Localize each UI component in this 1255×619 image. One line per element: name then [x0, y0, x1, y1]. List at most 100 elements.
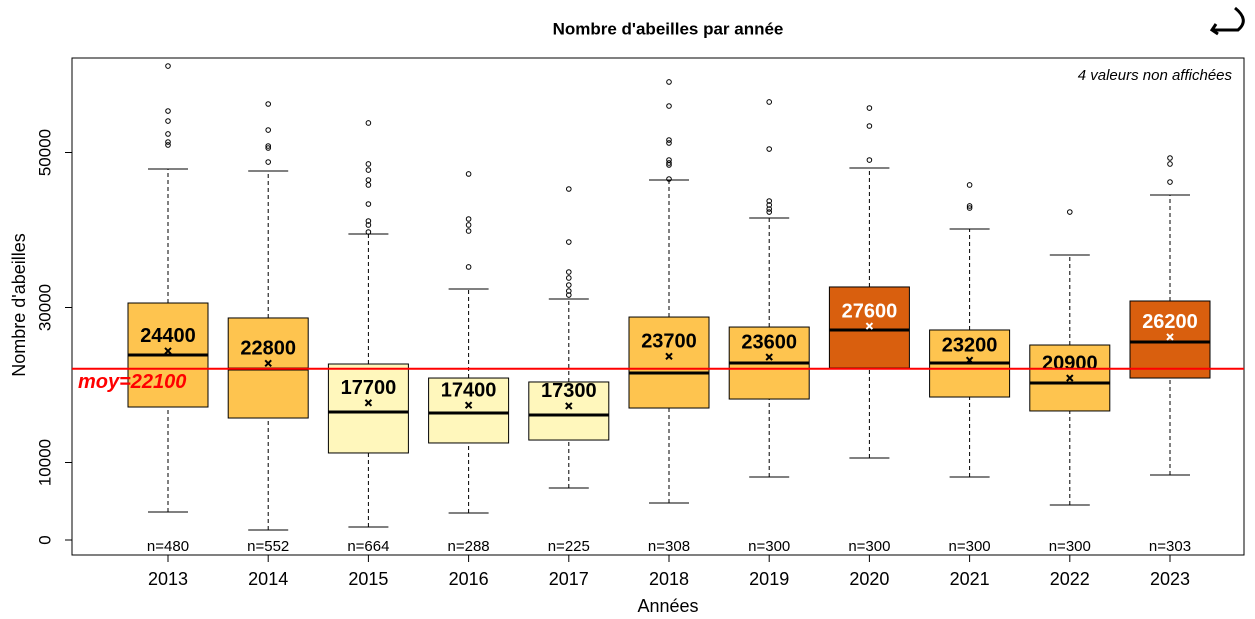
x-tick-label: 2015	[348, 569, 388, 589]
outlier	[165, 131, 171, 137]
outlier	[766, 209, 773, 215]
mean-line-label: moy=22100	[78, 371, 186, 393]
x-tick-label: 2023	[1150, 569, 1190, 589]
n-label: n=303	[1149, 538, 1191, 555]
outlier	[265, 159, 272, 165]
y-tick-label: 30000	[35, 284, 54, 331]
n-label: n=225	[548, 538, 590, 555]
mean-label: 23200	[942, 334, 998, 356]
outlier	[766, 202, 773, 208]
mean-marker	[965, 356, 974, 364]
x-tick-label: 2020	[849, 569, 889, 589]
mean-marker	[464, 401, 473, 409]
x-tick-label: 2022	[1050, 569, 1090, 589]
outlier	[666, 160, 672, 166]
mean-label: 20900	[1042, 352, 1098, 374]
n-label: n=300	[949, 538, 991, 555]
outlier	[866, 157, 873, 163]
outlier	[1167, 161, 1173, 167]
x-tick-label: 2014	[248, 569, 288, 589]
chart-title: Nombre d'abeilles par année	[553, 19, 784, 38]
x-tick-label: 2019	[749, 569, 789, 589]
box	[327, 363, 409, 454]
n-label: n=664	[347, 538, 389, 555]
outlier	[165, 108, 171, 114]
mean-marker	[1066, 374, 1074, 382]
mean-marker	[765, 353, 773, 361]
outlier	[766, 146, 773, 152]
y-tick-label: 0	[35, 535, 54, 544]
x-tick-label: 2013	[148, 569, 188, 589]
n-label: n=288	[448, 538, 490, 555]
outlier	[365, 182, 372, 188]
mean-label: 23600	[741, 331, 797, 353]
mean-marker	[1166, 333, 1174, 341]
outlier	[365, 222, 372, 228]
outlier	[265, 101, 272, 107]
outlier	[365, 177, 372, 183]
x-tick-label: 2017	[549, 569, 589, 589]
mean-label: 24400	[140, 325, 196, 347]
outlier	[265, 127, 272, 133]
refresh-icon[interactable]	[1209, 6, 1245, 36]
outlier	[666, 103, 672, 109]
outlier	[666, 137, 672, 143]
y-axis-title: Nombre d'abeilles	[9, 233, 29, 377]
outlier	[465, 228, 472, 234]
y-tick-label: 50000	[35, 129, 54, 176]
outlier	[566, 282, 572, 288]
mean-marker	[364, 399, 373, 407]
mean-label: 22800	[240, 338, 296, 360]
mean-label: 17400	[441, 379, 497, 401]
x-tick-label: 2016	[449, 569, 489, 589]
n-label: n=300	[848, 538, 890, 555]
y-tick-label: 10000	[35, 439, 54, 486]
outlier	[666, 79, 672, 85]
outlier	[265, 143, 272, 149]
outlier	[365, 167, 372, 173]
x-tick-label: 2021	[950, 569, 990, 589]
box	[628, 316, 710, 409]
outlier	[566, 292, 572, 298]
mean-marker	[164, 347, 172, 355]
outlier	[465, 222, 472, 228]
outlier	[365, 161, 372, 167]
outlier	[1167, 179, 1173, 185]
mean-marker	[865, 322, 874, 330]
outlier	[566, 239, 572, 245]
mean-label: 23700	[641, 331, 697, 353]
mean-label: 17700	[341, 377, 397, 399]
outlier	[165, 63, 171, 69]
outlier	[566, 269, 572, 275]
outlier	[365, 201, 372, 207]
mean-marker	[565, 402, 573, 410]
n-label: n=480	[147, 538, 189, 555]
box	[528, 381, 610, 441]
n-label: n=308	[648, 538, 690, 555]
outlier	[1067, 209, 1073, 215]
outlier	[365, 229, 372, 235]
outlier	[566, 288, 572, 294]
mean-label: 26200	[1142, 311, 1198, 333]
outlier	[866, 105, 873, 111]
outlier	[766, 198, 773, 204]
outlier	[365, 218, 372, 224]
outlier	[866, 123, 873, 129]
mean-marker	[264, 359, 272, 368]
outlier	[966, 203, 973, 209]
n-label: n=552	[247, 538, 289, 555]
outlier	[566, 275, 572, 281]
outlier	[165, 139, 171, 145]
outlier	[666, 140, 672, 146]
outlier	[666, 162, 672, 168]
mean-marker	[665, 352, 673, 361]
outlier	[966, 182, 973, 188]
outlier	[465, 216, 472, 222]
x-axis-title: Années	[637, 596, 698, 616]
box	[428, 377, 510, 444]
plot-frame	[71, 57, 1245, 556]
mean-label: 17300	[541, 380, 597, 402]
n-label: n=300	[748, 538, 790, 555]
outlier	[465, 171, 472, 177]
